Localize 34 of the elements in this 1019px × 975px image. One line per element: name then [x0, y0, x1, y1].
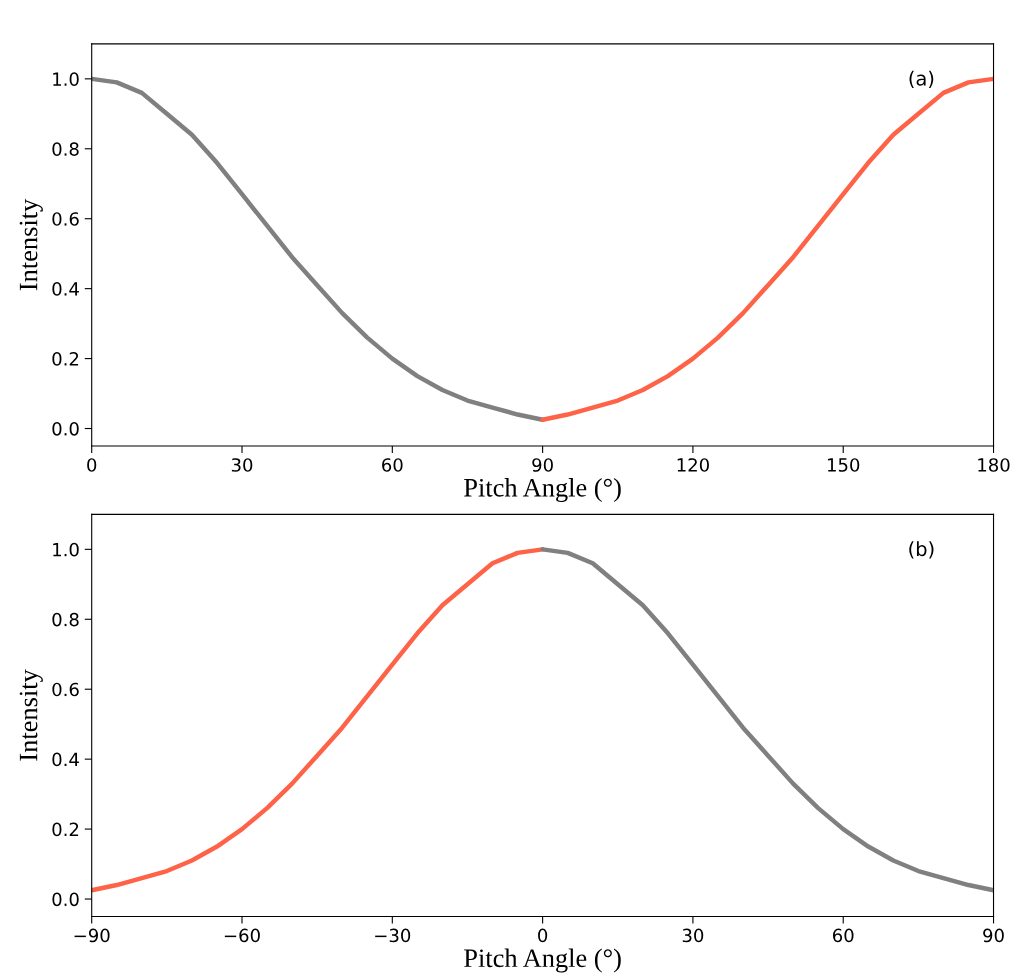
y-tick-label: 0.4: [52, 282, 79, 296]
y-tick-label: 0.8: [52, 142, 79, 156]
annotation: (b): [909, 541, 934, 559]
x-tick-label: 60: [833, 928, 854, 943]
y-tick-label: 1.0: [53, 542, 79, 557]
y-tick-label: 0.2: [52, 352, 79, 366]
y-tick-label: 1.0: [53, 72, 79, 86]
y-tick-label: 0.6: [52, 212, 79, 226]
x-tick-label: 0: [87, 458, 97, 472]
x-tick-label: 60: [382, 458, 403, 472]
y-tick-label: 0.0: [52, 421, 79, 436]
y-axis-title: Intensity: [19, 669, 43, 761]
x-tick-label: 90: [532, 458, 553, 472]
line-series: [91, 547, 545, 893]
x-tick-label: 30: [231, 458, 253, 472]
y-axis-title: Intensity: [19, 198, 43, 291]
line-series: [91, 76, 545, 422]
y-tick-label: 0.0: [52, 892, 79, 907]
annotation: (a): [909, 70, 934, 88]
y-tick-label: 0.2: [52, 822, 79, 837]
x-tick-label: 0: [538, 928, 548, 943]
x-axis-title: Pitch Angle (°): [464, 478, 621, 503]
x-tick-label: −90: [74, 928, 110, 943]
y-tick-label: 0.6: [52, 682, 79, 697]
x-tick-label: 120: [677, 458, 709, 472]
x-tick-label: −30: [375, 928, 411, 943]
y-tick-label: 0.8: [52, 612, 79, 627]
y-tick-label: 0.4: [52, 752, 79, 767]
x-tick-label: 150: [827, 458, 860, 472]
x-tick-label: 180: [978, 458, 1010, 472]
x-tick-label: −60: [224, 928, 260, 943]
x-axis-title: Pitch Angle (°): [464, 948, 621, 973]
x-tick-label: 30: [682, 928, 704, 943]
x-tick-label: 90: [983, 928, 1004, 943]
